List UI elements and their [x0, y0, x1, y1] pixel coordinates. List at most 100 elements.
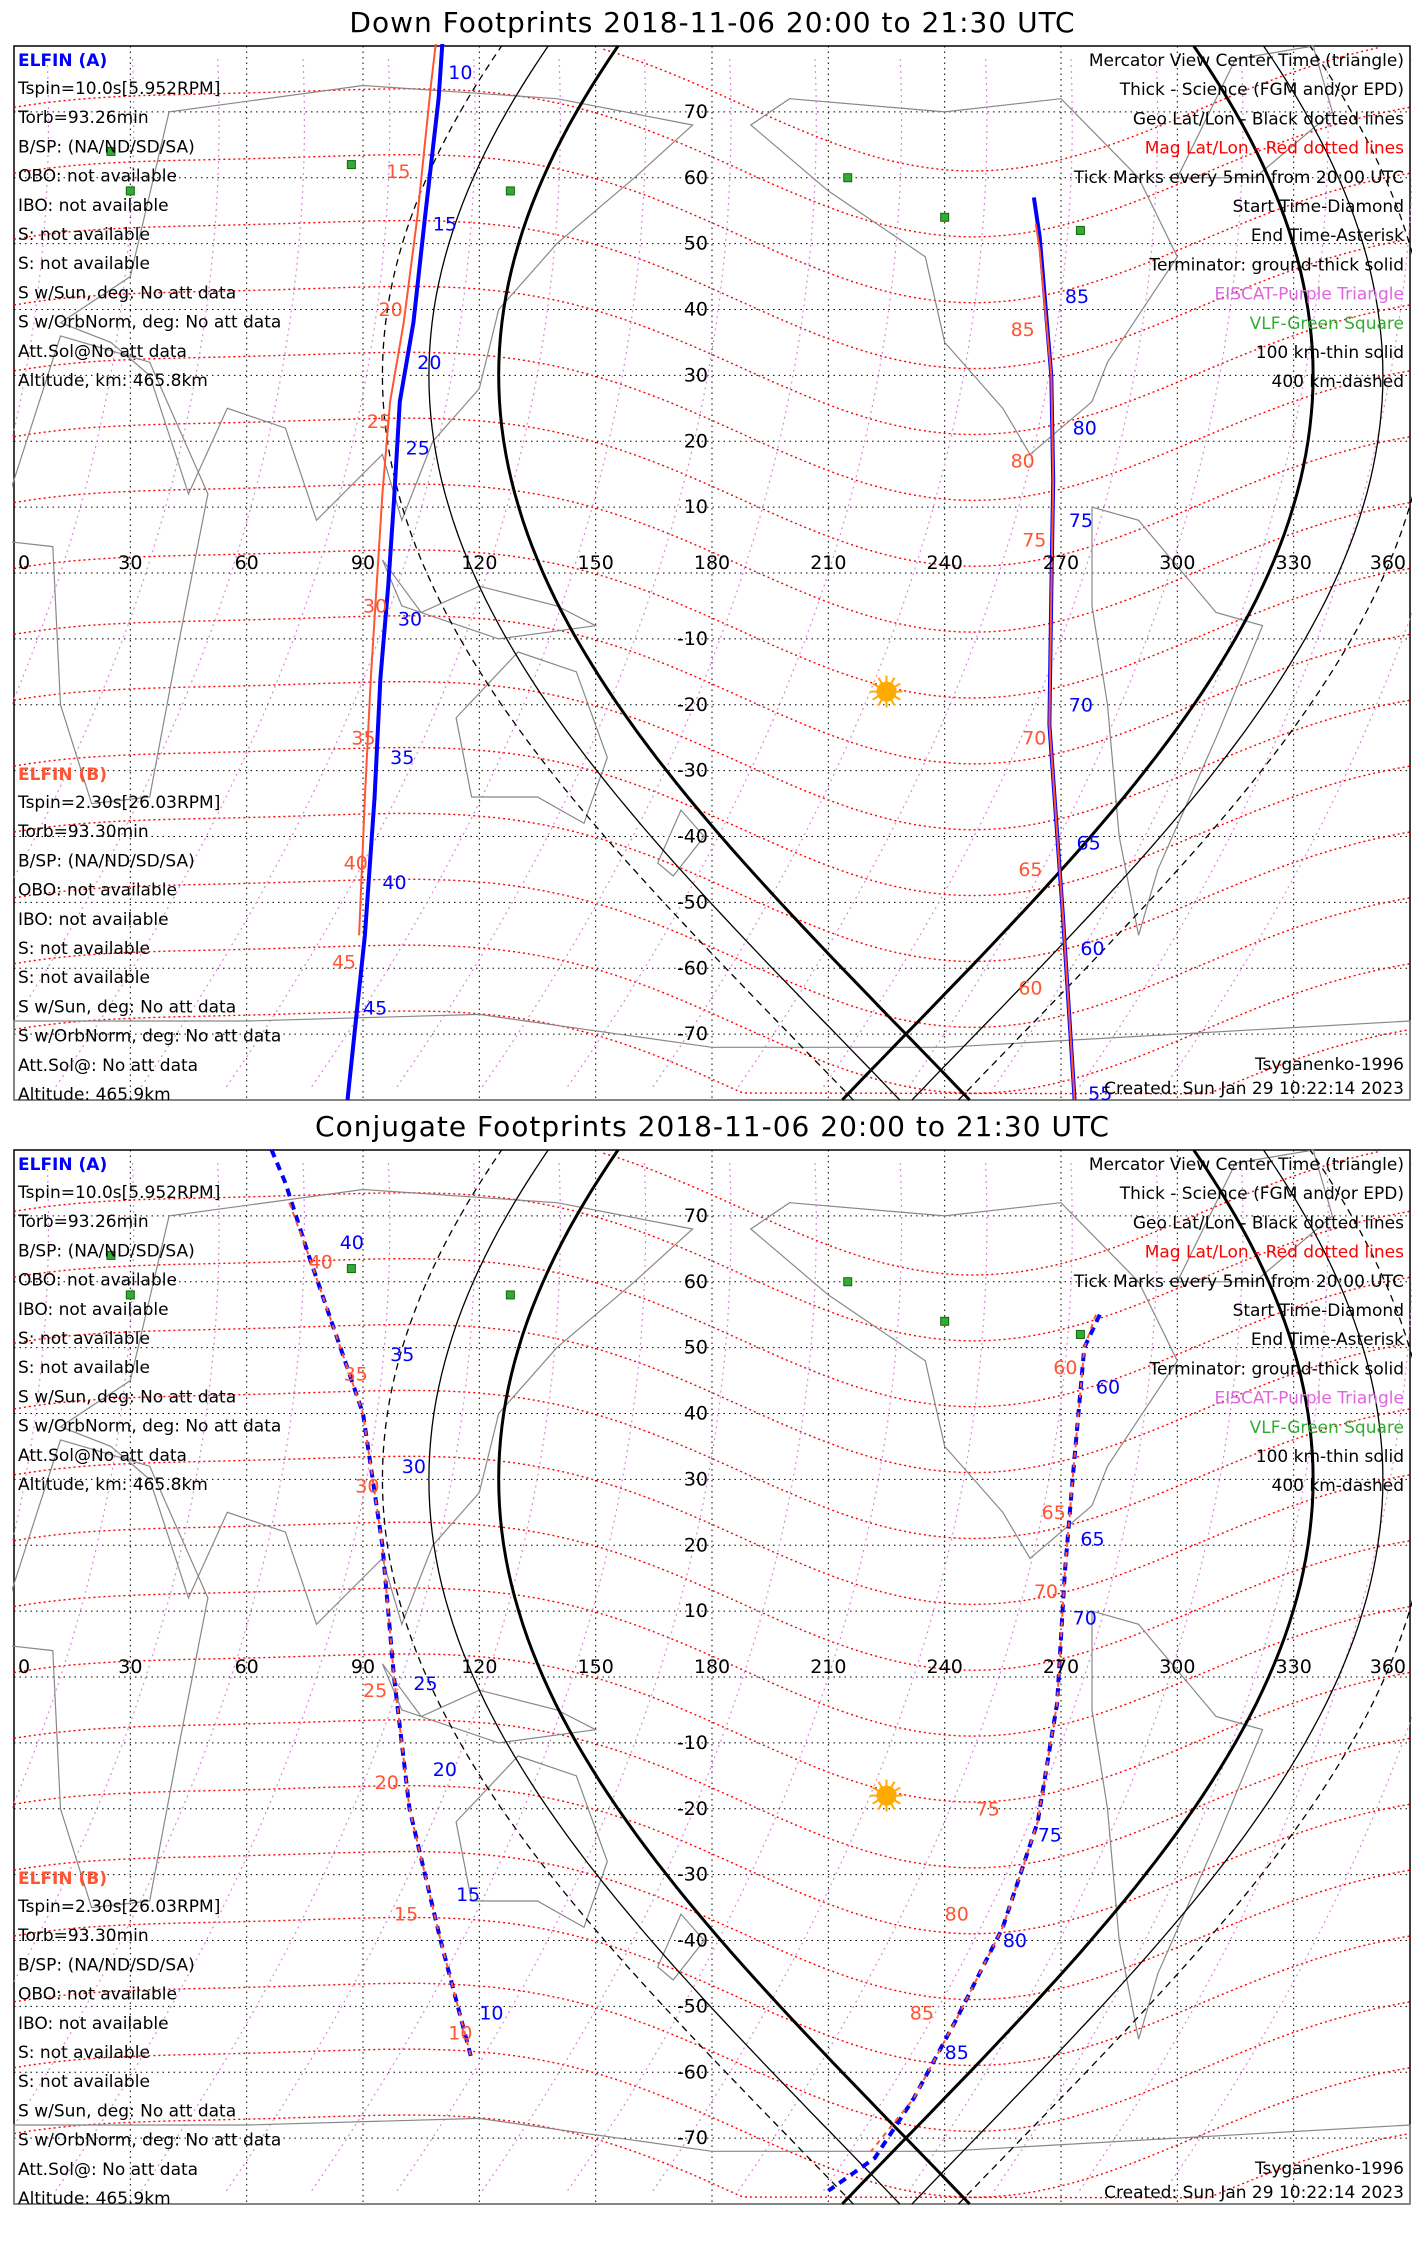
lat-tick-label: 20 — [684, 1534, 708, 1556]
elfin-a-tick-label: 40 — [340, 1232, 364, 1254]
elfin-a-tick-label: 40 — [382, 872, 406, 894]
lat-tick-label: -40 — [677, 1930, 708, 1952]
elfin-a-info-line: S: not available — [18, 254, 150, 274]
elfin-b-tick-label: 70 — [1022, 727, 1046, 749]
vlf-station-square — [843, 173, 853, 183]
sun-ray — [872, 1799, 880, 1805]
sun-ray — [877, 677, 883, 685]
lat-tick-label: 60 — [684, 167, 708, 189]
elfin-a-info-line: IBO: not available — [18, 196, 169, 216]
lat-tick-label: 70 — [684, 1205, 708, 1227]
mag-lat-line — [13, 2114, 1411, 2199]
elfin-a-info-line: Att.Sol@No att data — [18, 342, 187, 362]
elfin-b-info-line: Tspin=2.30s[26.03RPM] — [17, 1897, 220, 1917]
lat-tick-label: -20 — [677, 694, 708, 716]
elfin-b-info-line: Torb=93.30min — [17, 822, 149, 842]
mag-lat-line — [13, 812, 1411, 963]
vlf-station-square — [346, 1264, 356, 1274]
lat-tick-label: 10 — [684, 1600, 708, 1622]
vlf-station-square — [843, 1277, 853, 1287]
elfin-b-info-line: B/SP: (NA/ND/SD/SA) — [18, 1955, 195, 1975]
terminator-line — [958, 1149, 1412, 2205]
lat-tick-label: 30 — [684, 364, 708, 386]
elfin-b-info-line: S w/OrbNorm, deg: No att data — [18, 1027, 281, 1047]
mag-lat-line — [13, 1982, 1411, 2133]
legend-entry: Terminator: ground-thick solid — [1148, 255, 1404, 275]
elfin-a-tick-label: 65 — [1077, 833, 1101, 855]
lon-tick-label: 210 — [810, 552, 846, 574]
lat-tick-label: 10 — [684, 496, 708, 518]
footprint-map-down: 10 15 20 25 30 35 40 45 85 80 75 70 65 60 55 10 15 20 25 30… — [12, 44, 1412, 1102]
elfin-b-tick-label: 30 — [363, 596, 387, 618]
sun-ray — [877, 1802, 883, 1810]
elfin-a-tick-label: 20 — [433, 1759, 457, 1781]
mag-lat-line — [13, 1455, 1411, 1606]
vlf-station-square — [505, 1290, 515, 1300]
legend-entry: 100 km-thin solid — [1256, 343, 1404, 363]
elfin-a-info-line: Torb=93.26min — [17, 108, 149, 128]
lon-tick-label: 0 — [18, 1656, 30, 1678]
mag-lat-line — [13, 1258, 1411, 1408]
elfin-b-tick-label: 25 — [363, 1680, 387, 1702]
mag-lat-line — [13, 549, 1411, 699]
elfin-a-info-line: S: not available — [18, 1329, 150, 1349]
legend-entry: VLF-Green Square — [1250, 314, 1404, 334]
lat-tick-label: 30 — [684, 1468, 708, 1490]
mag-lat-line — [13, 1323, 1411, 1474]
elfin-a-tick-label: 20 — [417, 352, 441, 374]
mag-lat-line — [13, 746, 1411, 897]
lon-tick-label: 150 — [578, 1656, 614, 1678]
terminator-line — [381, 1149, 854, 2205]
sun-ray — [877, 698, 883, 706]
elfin-b-tick-label: 60 — [1053, 1357, 1077, 1379]
terminator-line — [497, 45, 971, 1102]
continent-outline — [1091, 506, 1264, 936]
elfin-a-info-line: Att.Sol@No att data — [18, 1446, 187, 1466]
lat-tick-label: -30 — [677, 1864, 708, 1886]
lon-tick-label: 90 — [351, 552, 375, 574]
legend-entry: Mag Lat/Lon - Red dotted lines — [1145, 139, 1404, 159]
elfin-b-tick-label: 65 — [1018, 859, 1042, 881]
chart-title-down: Down Footprints 2018-11-06 20:00 to 21:3… — [349, 6, 1076, 39]
sun-ray — [890, 677, 896, 685]
lon-tick-label: 210 — [810, 1656, 846, 1678]
legend-entry: Thick - Science (FGM and/or EPD) — [1119, 80, 1404, 100]
elfin-b-info-line: S w/Sun, deg: No att data — [18, 2101, 236, 2121]
legend-entry: EISCAT-Purple Triangle — [1214, 1389, 1404, 1409]
elfin-a-info-line: S w/OrbNorm, deg: No att data — [18, 1417, 281, 1437]
legend-entry: Tick Marks every 5min from 20:00 UTC — [1073, 1272, 1404, 1292]
elfin-a-info-line: B/SP: (NA/ND/SD/SA) — [18, 1241, 195, 1261]
elfin-a-info-line: S w/OrbNorm, deg: No att data — [18, 313, 281, 333]
elfin-b-tick-label: 80 — [1011, 451, 1035, 473]
lon-tick-label: 30 — [118, 1656, 142, 1678]
lat-tick-label: -20 — [677, 1798, 708, 1820]
mag-lat-line — [13, 878, 1411, 1029]
elfin-a-info-line: B/SP: (NA/ND/SD/SA) — [18, 137, 195, 157]
lat-tick-label: -60 — [677, 957, 708, 979]
elfin-b-info-line: IBO: not available — [18, 2014, 169, 2034]
elfin-a-tick-label: 65 — [1080, 1528, 1104, 1550]
continent-outline — [1176, 1149, 1334, 1283]
elfin-a-tick-label: 35 — [390, 747, 414, 769]
legend-entry: 100 km-thin solid — [1256, 1447, 1404, 1467]
lon-tick-label: 300 — [1159, 1656, 1195, 1678]
lon-tick-label: 360 — [1370, 1656, 1406, 1678]
elfin-b-info-line: Torb=93.30min — [17, 1926, 149, 1946]
lat-tick-label: 70 — [684, 101, 708, 123]
elfin-a-tick-label: 30 — [398, 609, 422, 631]
elfin-b-info-line: S: not available — [18, 2043, 150, 2063]
sun-ray — [893, 695, 901, 701]
terminator-line — [911, 45, 1384, 1101]
sun-ray — [872, 1786, 880, 1792]
elfin-b-tick-label: 10 — [448, 2022, 472, 2044]
elfin-b-tick-label: 85 — [910, 2003, 934, 2025]
elfin-b-tick-label: 40 — [309, 1252, 333, 1274]
legend-entry: Start Time-Diamond — [1233, 1301, 1404, 1321]
elfin-b-tick-label: 30 — [355, 1476, 379, 1498]
lon-tick-label: 270 — [1043, 1656, 1079, 1678]
continent-outline — [1091, 1610, 1264, 2040]
elfin-b-info-line: B/SP: (NA/ND/SD/SA) — [18, 851, 195, 871]
mag-lat-line — [13, 1719, 1411, 1869]
mag-lat-line — [13, 1850, 1411, 2001]
continent-outline — [656, 808, 705, 877]
